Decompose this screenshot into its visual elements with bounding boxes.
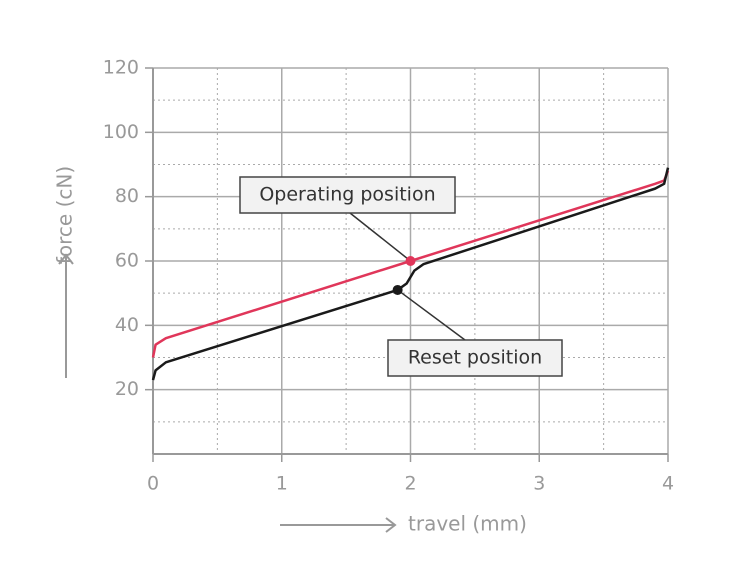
x-axis-label: travel (mm): [408, 512, 527, 536]
x-tick-label: 4: [662, 473, 674, 495]
x-tick-label: 0: [147, 473, 159, 495]
annotation-text: Reset position: [408, 347, 542, 369]
y-tick-label: 60: [115, 250, 139, 272]
annotation-point: [405, 256, 416, 266]
annotation-text: Operating position: [259, 184, 435, 206]
y-tick-label: 20: [115, 378, 139, 400]
annotation-point: [392, 284, 403, 295]
x-tick-label: 2: [404, 473, 416, 495]
y-tick-label: 80: [115, 185, 139, 207]
y-arrow: [58, 253, 74, 378]
leader-line: [349, 212, 411, 262]
y-tick-label: 120: [103, 57, 139, 79]
series-line: [151, 167, 670, 381]
annotation-box: [239, 176, 456, 214]
x-arrow: [280, 517, 397, 533]
y-axis-label: force (cN): [53, 166, 77, 264]
y-tick-label: 100: [103, 121, 139, 143]
leader-line: [397, 289, 466, 341]
y-tick-label: 40: [115, 314, 139, 336]
x-tick-label: 1: [276, 473, 288, 495]
x-tick-label: 3: [533, 473, 545, 495]
annotation-box: [387, 339, 563, 377]
